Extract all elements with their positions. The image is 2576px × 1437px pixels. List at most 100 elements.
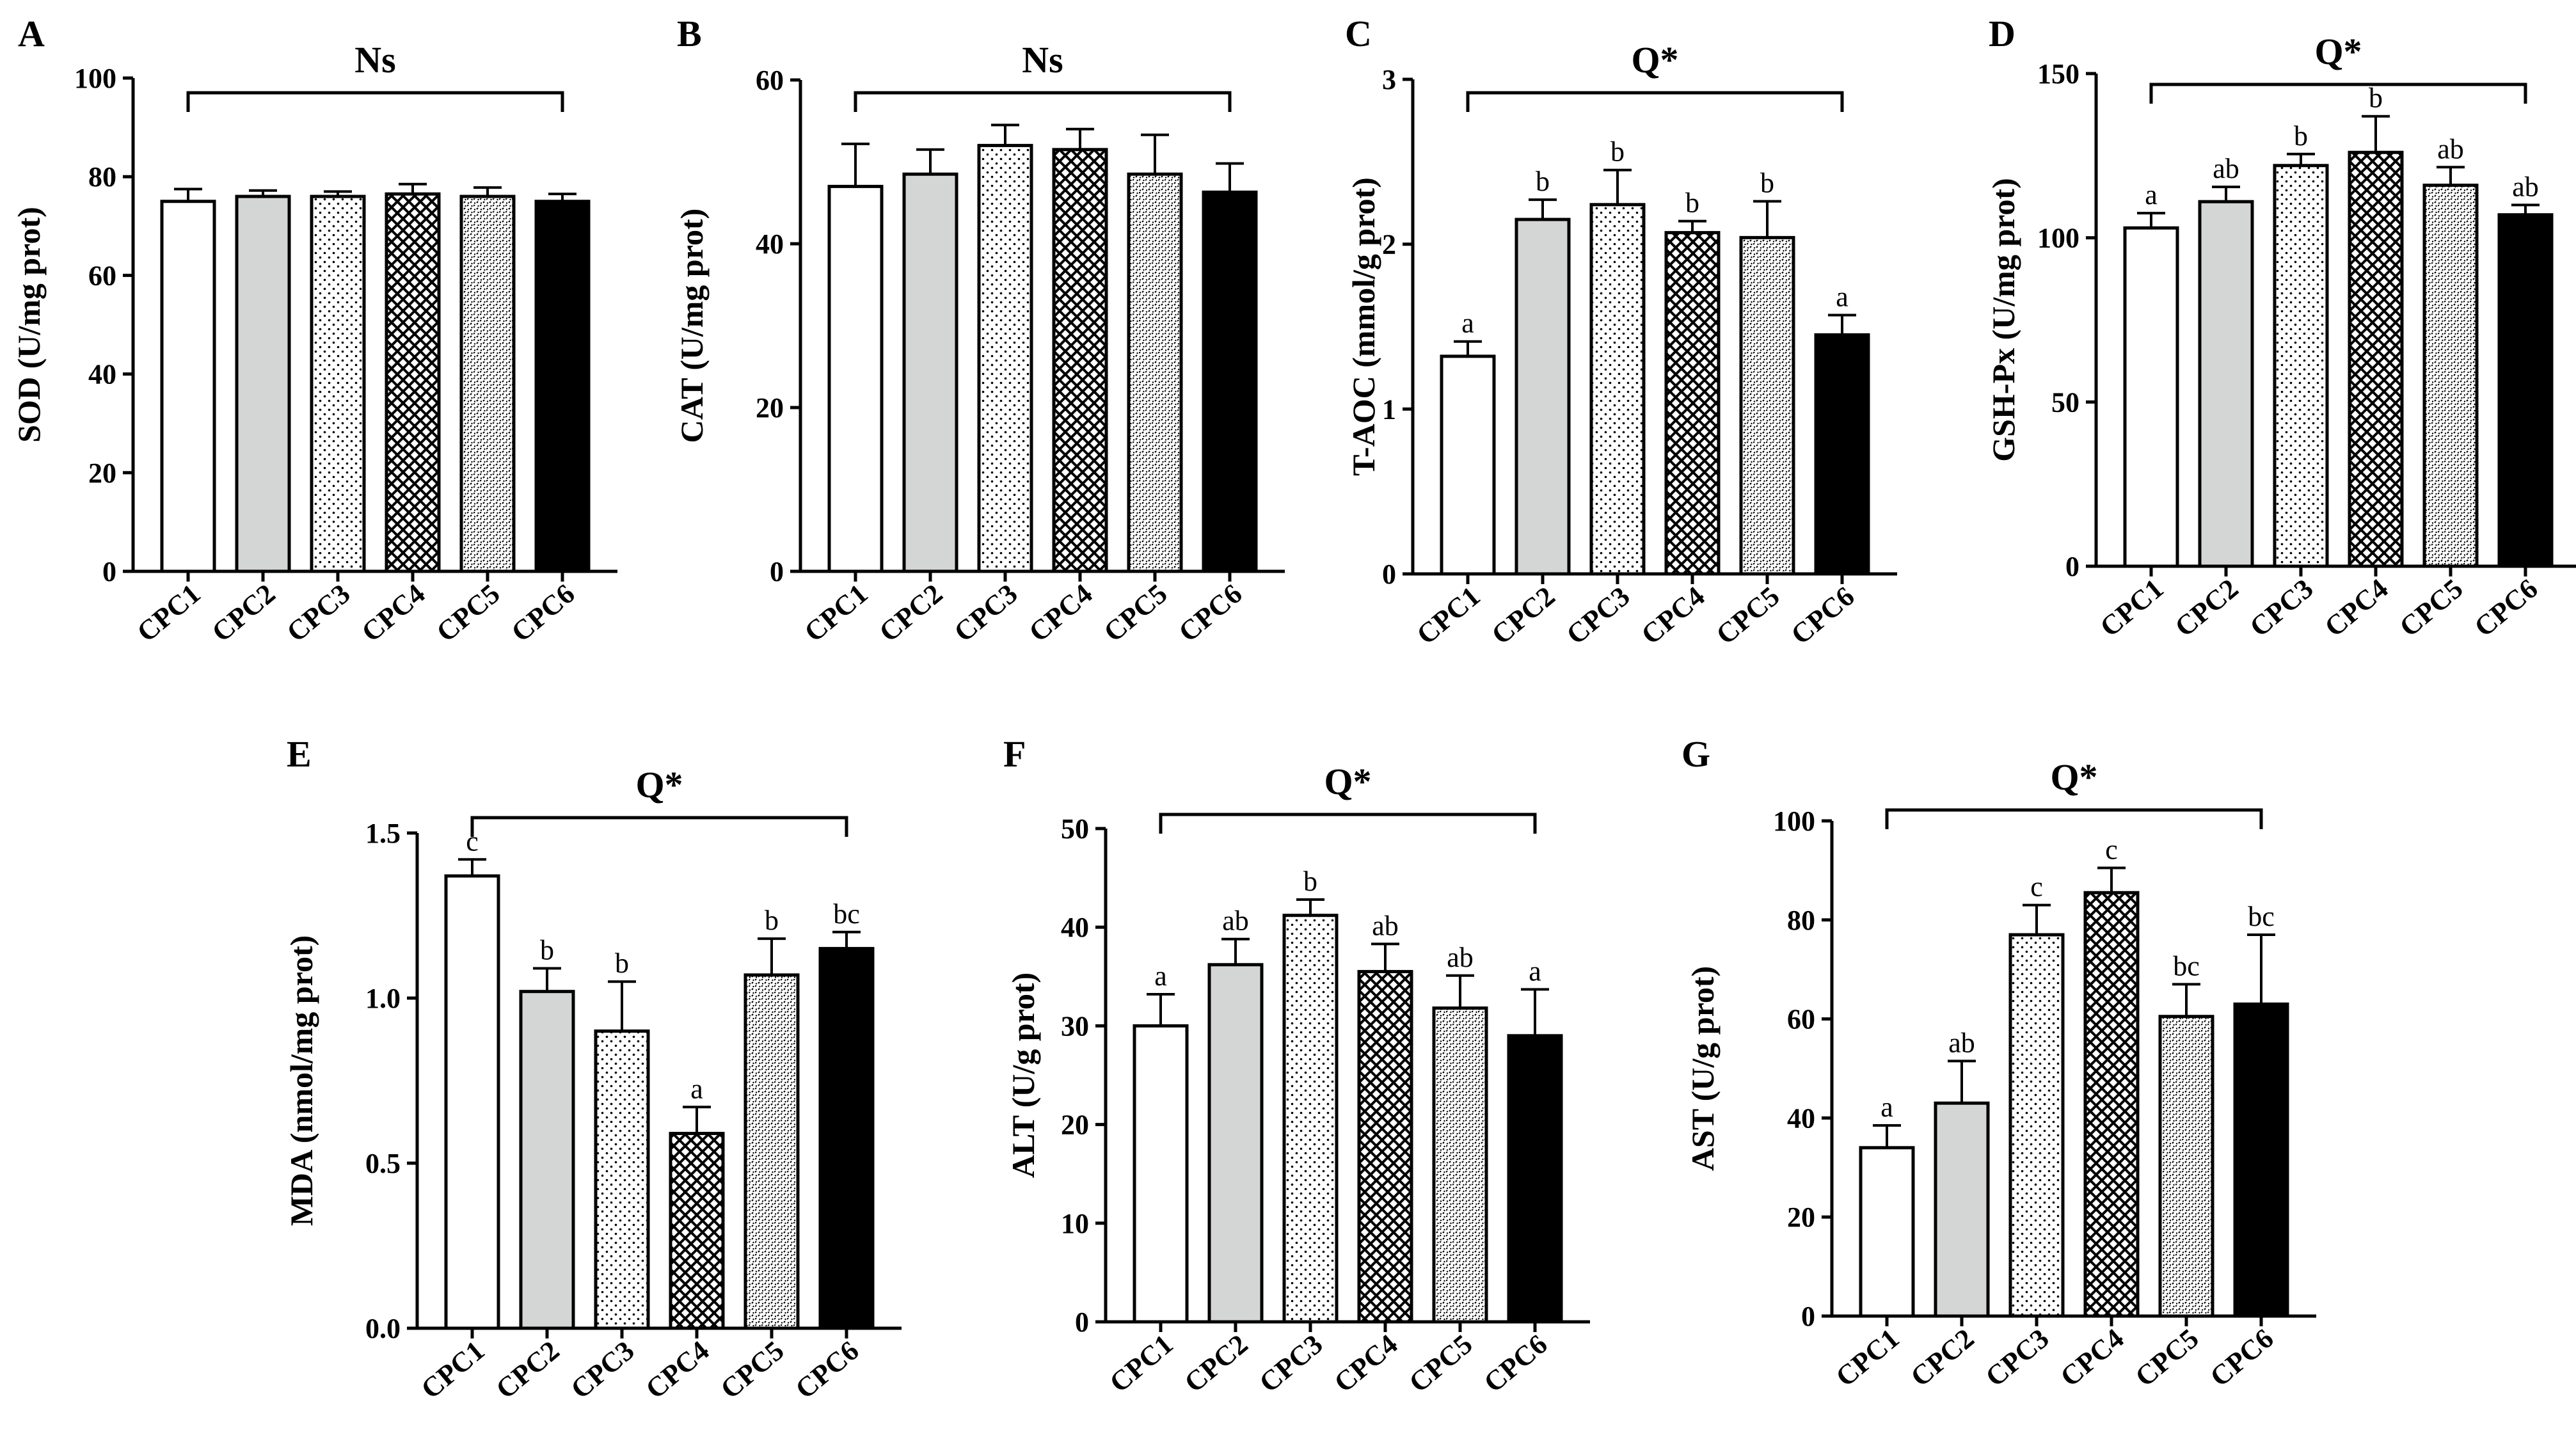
x-tick-label: CPC4 (1328, 1328, 1404, 1399)
significance-letter: a (1529, 955, 1541, 987)
panel-c: C 0 1 2 3 T-AOC (mmol/g prot) CPC1 a CPC2 b CPC3 b C… (1345, 13, 1897, 651)
y-axis-title: SOD (U/mg prot) (11, 207, 47, 443)
bar-cpc4 (2348, 150, 2404, 568)
x-tick-label: CPC1 (1411, 580, 1486, 651)
y-axis-title: CAT (U/mg prot) (674, 209, 710, 443)
significance-label: Q* (635, 764, 683, 806)
panel-letter: C (1345, 13, 1372, 54)
significance-letter: b (1610, 136, 1625, 168)
y-tick-label: 60 (756, 65, 784, 96)
x-tick-label: CPC5 (715, 1335, 790, 1405)
x-tick-label: CPC1 (799, 578, 874, 648)
y-tick-label: 100 (2037, 223, 2079, 254)
y-tick-label: 40 (88, 359, 116, 390)
significance-letter: c (2105, 834, 2118, 866)
x-tick-label: CPC3 (1561, 580, 1636, 651)
y-tick-label: 0 (1801, 1301, 1815, 1332)
significance-letter: bc (833, 898, 860, 930)
significance-letter: a (690, 1073, 703, 1104)
bar-cpc1 (1859, 1146, 1915, 1318)
x-tick-label: CPC4 (2055, 1322, 2130, 1393)
y-axis-title: AST (U/g prot) (1685, 966, 1721, 1171)
y-tick-label: 40 (1787, 1102, 1815, 1134)
significance-bracket (1885, 808, 2263, 829)
bar-cpc1 (1440, 354, 1496, 576)
y-tick-label: 40 (756, 228, 784, 260)
y-tick-label: 100 (74, 63, 116, 94)
y-axis-title: MDA (nmol/mg prot) (283, 935, 319, 1227)
significance-letter: c (466, 825, 479, 857)
y-tick-label: 80 (1787, 905, 1815, 936)
x-tick-label: CPC6 (505, 578, 581, 648)
bar-cpc6 (1202, 190, 1258, 573)
y-tick-label: 0 (102, 556, 116, 587)
x-tick-label: CPC6 (1785, 580, 1861, 651)
panel-letter: D (1989, 13, 2015, 54)
bar-cpc5 (1432, 1006, 1488, 1324)
bar-cpc3 (1589, 203, 1646, 576)
bar-cpc1 (827, 184, 884, 573)
panel-letter: E (287, 733, 312, 775)
significance-bracket (1159, 813, 1537, 834)
significance-label: Q* (1324, 761, 1371, 802)
y-tick-label: 0 (1075, 1306, 1089, 1338)
significance-letter: ab (1222, 905, 1249, 937)
significance-bracket (854, 91, 1232, 112)
significance-letter: b (2294, 120, 2308, 152)
y-tick-label: 50 (1061, 813, 1089, 845)
bar-cpc1 (444, 874, 500, 1330)
x-tick-label: CPC6 (1478, 1328, 1554, 1399)
x-tick-label: CPC3 (565, 1335, 640, 1405)
significance-letter: ab (2512, 171, 2539, 202)
bar-cpc6 (2233, 1002, 2289, 1318)
significance-label: Q* (2050, 756, 2097, 798)
bar-cpc6 (818, 947, 875, 1330)
significance-letter: a (2145, 179, 2158, 210)
significance-letter: b (615, 948, 629, 979)
bar-cpc4 (1664, 231, 1721, 576)
bar-cpc3 (594, 1029, 650, 1330)
y-tick-label: 0 (2065, 551, 2079, 582)
panel-letter: F (1003, 733, 1026, 775)
panel-a: A 0 20 40 60 80 100 SOD (U/mg prot) CPC1 CPC2 CPC3… (11, 13, 617, 648)
significance-letter: b (1685, 187, 1699, 219)
bar-cpc2 (1207, 963, 1264, 1324)
panel-g: G 0 20 40 60 80 100 AST (U/g prot) CPC1 a CPC2 ab CP… (1682, 733, 2316, 1393)
bar-cpc4 (669, 1132, 725, 1330)
significance-letter: ab (1372, 910, 1399, 941)
significance-letter: bc (2173, 950, 2200, 981)
bar-cpc2 (519, 990, 575, 1330)
x-tick-label: CPC6 (790, 1335, 865, 1405)
significance-letter: ab (1447, 942, 1474, 973)
panel-letter: A (18, 13, 45, 54)
bar-cpc1 (160, 200, 216, 573)
x-tick-label: CPC3 (2244, 573, 2319, 643)
x-tick-label: CPC2 (1905, 1322, 1980, 1393)
bar-cpc3 (977, 143, 1033, 573)
bar-cpc2 (1934, 1101, 1990, 1318)
significance-label: Ns (1022, 39, 1063, 81)
significance-letter: b (540, 935, 554, 966)
significance-bracket (186, 91, 564, 112)
bar-cpc3 (310, 195, 366, 573)
bar-cpc5 (459, 195, 516, 573)
y-tick-label: 60 (1787, 1004, 1815, 1035)
y-tick-label: 0.5 (365, 1148, 401, 1179)
bar-cpc3 (2008, 933, 2065, 1318)
bar-cpc5 (743, 973, 800, 1330)
x-tick-label: CPC2 (1179, 1328, 1254, 1399)
y-tick-label: 10 (1061, 1208, 1089, 1239)
x-tick-label: CPC3 (281, 578, 356, 648)
x-tick-label: CPC4 (2319, 573, 2394, 643)
significance-letter: a (1836, 281, 1849, 312)
y-tick-label: 0 (770, 556, 784, 587)
bar-cpc5 (2158, 1015, 2214, 1318)
y-tick-label: 150 (2037, 58, 2079, 90)
x-tick-label: CPC5 (431, 578, 506, 648)
y-tick-label: 1.0 (365, 983, 401, 1014)
bar-cpc3 (2273, 164, 2329, 568)
y-tick-label: 60 (88, 260, 116, 291)
significance-bracket (2149, 83, 2527, 104)
